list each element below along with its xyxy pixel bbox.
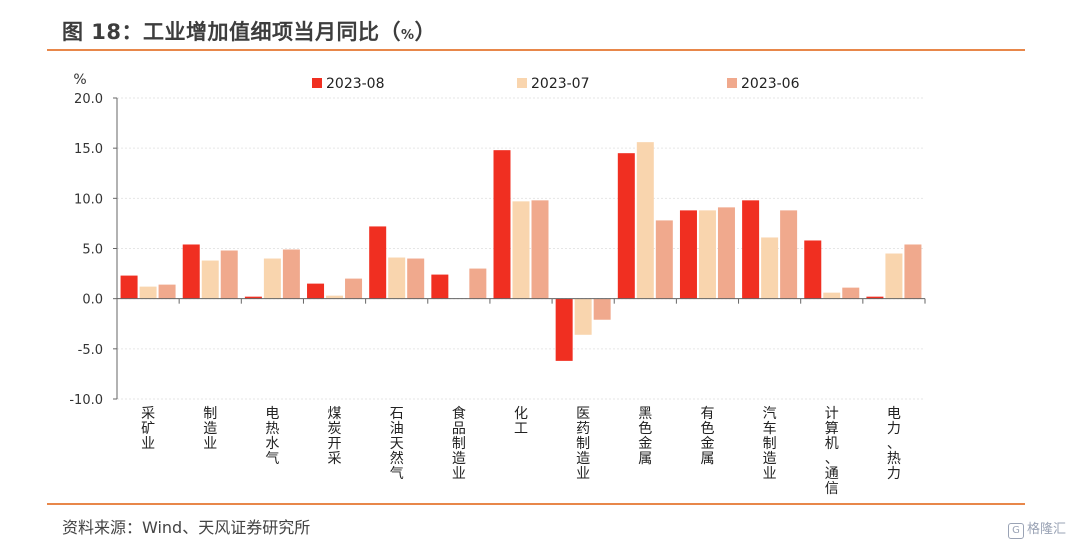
legend-swatch-2023-07: [517, 78, 527, 88]
bar-2023-08: [493, 150, 511, 299]
header: 图 18：工业增加值细项当月同比（%）: [62, 14, 1022, 50]
y-tick-label: 10.0: [74, 192, 103, 207]
watermark: G 格隆汇: [1007, 518, 1066, 539]
y-tick-label: -10.0: [69, 393, 103, 408]
bar-2023-07: [263, 258, 281, 299]
bar-2023-06: [842, 287, 860, 299]
bar-2023-06: [345, 278, 363, 299]
x-tick-label: 计算机、通信: [825, 406, 839, 497]
title-unit: %: [401, 28, 415, 43]
bar-2023-08: [866, 296, 884, 299]
bar-2023-07: [326, 295, 344, 299]
bar-2023-06: [282, 249, 300, 299]
bar-2023-08: [431, 274, 449, 299]
x-tick-label: 黑色金属: [638, 406, 652, 467]
watermark-text: 格隆汇: [1026, 522, 1066, 537]
bar-2023-06: [593, 298, 611, 320]
bar-2023-06: [469, 268, 487, 299]
footer-divider: [47, 503, 1025, 505]
legend-label: 2023-08: [326, 76, 385, 92]
x-tick-label: 食品制造业: [452, 405, 466, 482]
bar-2023-08: [307, 283, 325, 299]
bar-2023-07: [823, 292, 841, 299]
y-tick-label: 20.0: [74, 92, 103, 107]
bar-2023-08: [804, 240, 822, 299]
y-axis-label: %: [73, 72, 86, 88]
bar-2023-06: [531, 200, 549, 299]
legend-label: 2023-06: [741, 76, 800, 92]
legend-label: 2023-07: [531, 76, 590, 92]
x-tick-label: 石油天然气: [390, 406, 404, 482]
bar-2023-08: [555, 298, 573, 361]
x-tick-label: 电热水气: [265, 406, 279, 467]
bar-2023-07: [574, 298, 592, 335]
title-close: ）: [414, 20, 437, 44]
x-tick-label: 电力、热力: [887, 406, 901, 482]
bar-2023-08: [742, 200, 760, 299]
bar-2023-06: [904, 244, 922, 299]
bar-2023-07: [698, 210, 716, 299]
bar-2023-08: [617, 153, 635, 299]
x-tick-label: 有色金属: [700, 406, 714, 467]
y-tick-label: 5.0: [82, 243, 103, 258]
page-title: 图 18：工业增加值细项当月同比（%）: [62, 16, 436, 46]
x-tick-label: 医药制造业: [576, 406, 590, 482]
bar-2023-08: [369, 226, 387, 299]
x-tick-label: 制造业: [203, 406, 217, 452]
bar-2023-07: [885, 253, 903, 299]
bar-2023-08: [244, 296, 262, 299]
bar-2023-08: [120, 275, 138, 299]
bar-2023-07: [139, 286, 157, 299]
bar-2023-06: [780, 210, 798, 299]
bar-2023-07: [201, 260, 219, 299]
y-tick-label: 0.0: [82, 293, 103, 308]
bar-2023-07: [388, 257, 406, 299]
bar-chart: 20.0 15.0 10.0 5.0 0.0 -5.0 -10.0% 采矿业 制造业 电热水气 煤炭…: [69, 72, 926, 497]
source-note: 资料来源：Wind、天风证券研究所: [62, 518, 311, 537]
legend-swatch-2023-08: [312, 78, 322, 88]
x-tick-label: 煤炭开采: [328, 406, 342, 467]
bar-2023-08: [679, 210, 697, 299]
header-divider: [47, 49, 1025, 51]
x-tick-label: 汽车制造业: [763, 406, 777, 482]
y-tick-label: 15.0: [74, 142, 103, 157]
bar-2023-08: [182, 244, 200, 299]
y-tick-label: -5.0: [78, 343, 103, 358]
bar-2023-07: [512, 201, 530, 299]
bar-2023-06: [407, 258, 425, 299]
bar-2023-07: [761, 237, 779, 299]
title-text: 图 18：工业增加值细项当月同比（: [62, 20, 402, 44]
legend-swatch-2023-06: [727, 78, 737, 88]
bar-2023-06: [717, 207, 735, 299]
logo-icon: G: [1007, 523, 1024, 539]
bar-2023-06: [655, 220, 673, 299]
bar-2023-06: [158, 284, 176, 299]
x-tick-label: 化工: [514, 406, 528, 437]
x-tick-label: 采矿业: [141, 406, 155, 452]
bar-2023-07: [636, 142, 654, 299]
bar-2023-06: [220, 250, 238, 299]
